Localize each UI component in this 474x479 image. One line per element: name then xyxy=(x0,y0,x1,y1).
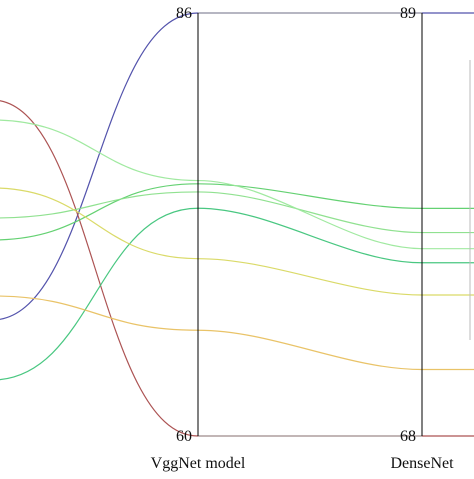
axis-2-max-tick-label: 89 xyxy=(400,5,416,22)
axis-frame xyxy=(197,12,471,437)
series-line-1 xyxy=(0,12,474,320)
axis-2-title: DenseNet xyxy=(390,455,454,472)
series-line-3 xyxy=(0,183,474,241)
series-line-4 xyxy=(0,191,474,234)
axis-1-min-tick-label: 60 xyxy=(176,428,192,445)
series-line-5 xyxy=(0,119,474,250)
series-lines xyxy=(0,12,474,437)
axis-labels: 86 60 VggNet model 89 68 DenseNet xyxy=(151,5,454,472)
axis-2-min-tick-label: 68 xyxy=(400,428,416,445)
series-line-7 xyxy=(0,187,474,296)
series-line-6 xyxy=(0,207,474,380)
axis-1-title: VggNet model xyxy=(151,455,246,472)
series-line-8 xyxy=(0,295,474,371)
axis-1-max-tick-label: 86 xyxy=(176,5,192,22)
series-line-2 xyxy=(0,100,474,437)
